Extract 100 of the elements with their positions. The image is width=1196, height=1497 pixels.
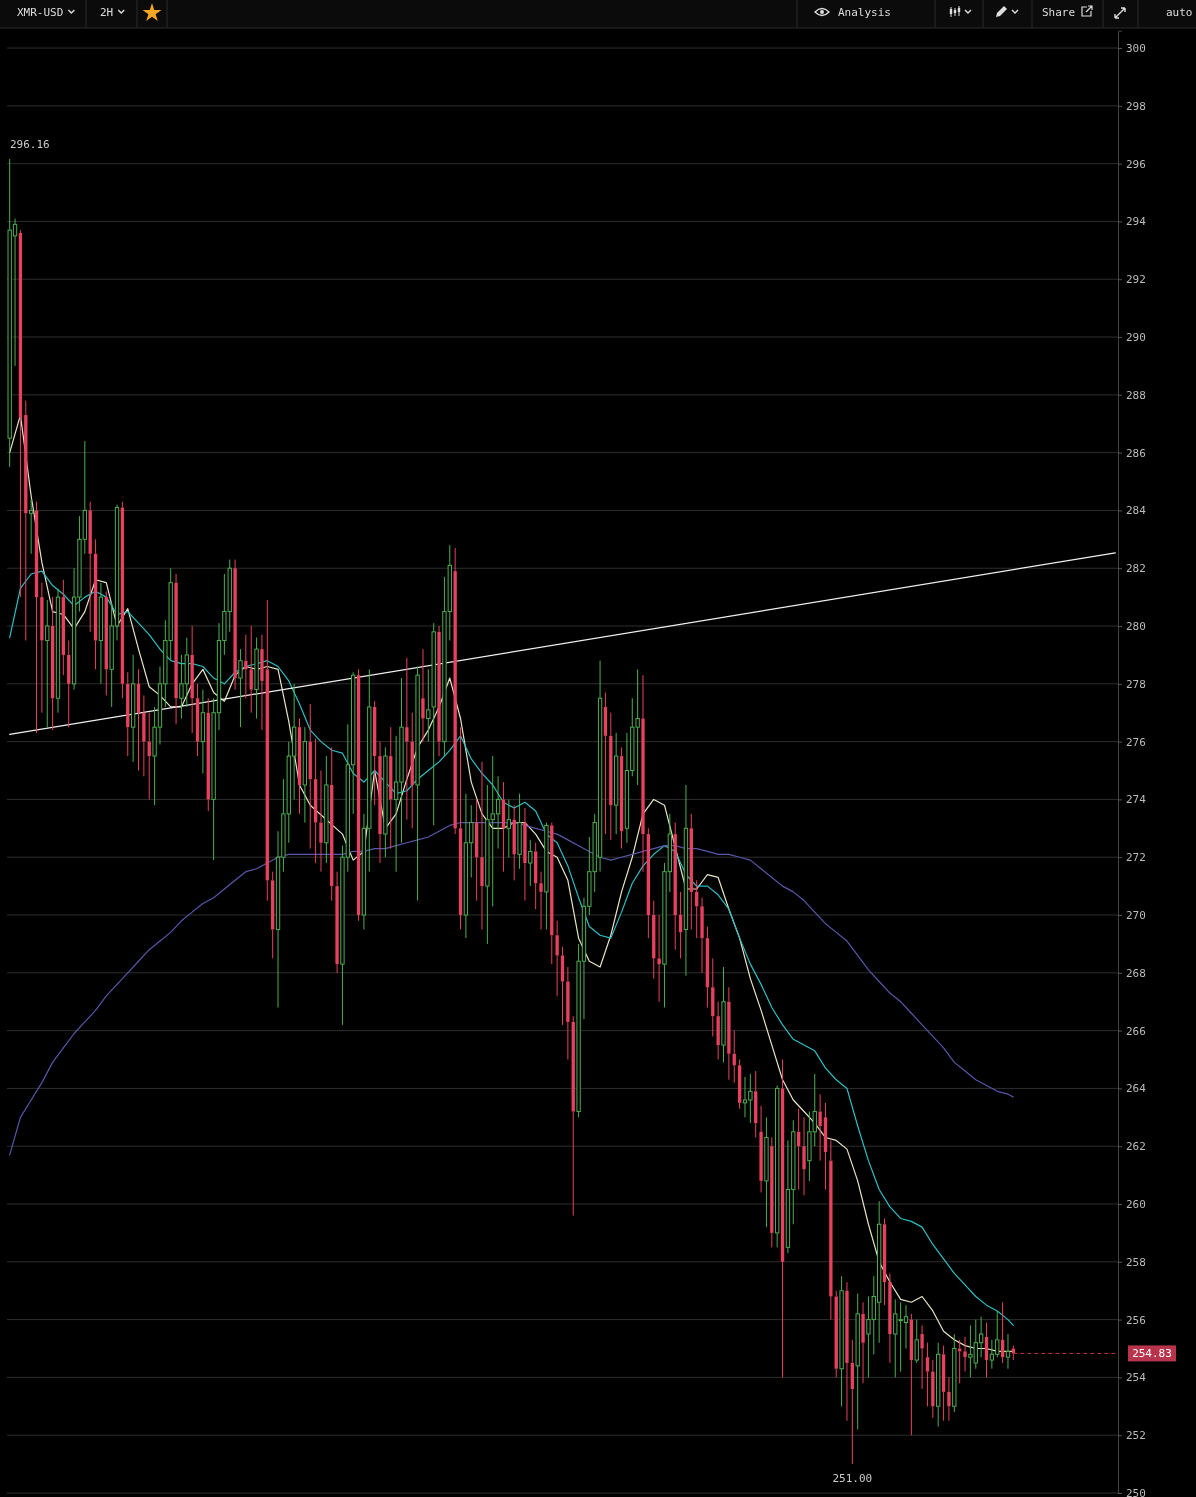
candlestick: [780, 1059, 785, 1378]
text: Analysis: [838, 6, 891, 19]
candlestick: [324, 755, 329, 864]
candlestick: [104, 590, 108, 696]
candlestick: [963, 1336, 967, 1373]
y-tick-label: 268: [1126, 966, 1146, 980]
y-tick-label: 254: [1126, 1371, 1147, 1385]
y-tick-label: 250: [1126, 1487, 1146, 1497]
y-tick-label: 286: [1126, 446, 1146, 460]
candlestick: [136, 668, 141, 772]
candlestick: [174, 573, 178, 725]
y-tick-label: 260: [1126, 1198, 1146, 1212]
candlestick: [839, 1275, 844, 1407]
candlestick: [754, 1070, 758, 1139]
candlestick: [641, 674, 645, 873]
line-series: [9, 570, 1014, 1326]
candlestick: [683, 784, 689, 977]
y-tick-label: 262: [1126, 1140, 1146, 1154]
candlestick: [40, 582, 44, 714]
text: Share: [1042, 6, 1076, 19]
candlestick: [389, 726, 393, 850]
candlestick: [716, 1001, 720, 1061]
candlestick: [555, 920, 559, 997]
candlestick: [437, 625, 441, 757]
candlestick: [421, 648, 425, 743]
candlestick: [823, 1102, 828, 1191]
y-tick-label: 258: [1126, 1255, 1146, 1269]
text: 2H: [100, 6, 114, 19]
candlestick: [539, 871, 543, 930]
candlestick: [721, 966, 726, 1063]
candlestick: [829, 1139, 833, 1321]
candlestick: [523, 807, 527, 902]
y-tick-label: 288: [1126, 388, 1146, 402]
candlestick: [802, 1116, 806, 1196]
y-tick-label: 264: [1126, 1082, 1147, 1096]
y-tick-label: 300: [1126, 42, 1146, 56]
candlestick: [238, 648, 243, 728]
candlestick: [200, 689, 206, 774]
candlestick: [45, 599, 50, 728]
candlestick: [501, 781, 506, 873]
candlestick: [657, 914, 661, 1003]
candlestick: [55, 587, 61, 714]
candlestick: [244, 634, 248, 699]
candlestick: [888, 1272, 892, 1364]
candlestick: [925, 1342, 930, 1407]
candlestick: [426, 668, 431, 743]
candlestick: [1005, 1333, 1011, 1370]
y-tick-label: 278: [1126, 677, 1146, 691]
candlestick: [947, 1376, 951, 1422]
candlestick: [195, 683, 200, 757]
candlestick: [335, 871, 339, 974]
candlestick: [609, 712, 613, 841]
candlestick: [372, 700, 377, 806]
y-tick-label: 252: [1126, 1429, 1146, 1443]
candlestick: [882, 1217, 887, 1306]
candlestick: [517, 793, 522, 870]
y-tick-label: 282: [1126, 562, 1146, 576]
candlestick: [528, 839, 533, 887]
candlestick: [759, 1105, 763, 1193]
candlestick: [453, 547, 457, 835]
annotation: 251.00: [832, 1472, 873, 1486]
candlestick: [120, 501, 125, 699]
text: auto: [1166, 6, 1193, 19]
annotation: 296.16: [10, 138, 50, 152]
candlestick: [689, 813, 693, 930]
candlestick: [506, 798, 511, 858]
candlestick: [566, 966, 570, 1061]
y-tick-label: 296: [1126, 157, 1146, 171]
candlestick: [126, 671, 130, 757]
candlestick: [249, 625, 253, 714]
y-tick-label: 280: [1126, 620, 1146, 634]
candlestick: [984, 1321, 989, 1378]
candlestick: [619, 746, 624, 850]
candlestick: [330, 746, 334, 902]
candlestick: [727, 986, 731, 1081]
candlestick: [850, 1339, 854, 1465]
candlestick: [50, 596, 55, 731]
candlestick: [764, 1116, 769, 1228]
candlestick: [265, 599, 269, 902]
candlestick: [818, 1093, 822, 1162]
candlestick: [845, 1281, 849, 1422]
candlestick: [480, 761, 484, 930]
candlestick: [190, 625, 194, 734]
ref-line-label: 254.83: [1132, 1347, 1172, 1361]
candlestick: [61, 579, 66, 676]
y-tick-label: 298: [1126, 99, 1146, 113]
candlestick: [233, 559, 237, 691]
candlestick: [673, 822, 677, 951]
y-tick-label: 290: [1126, 331, 1146, 345]
text: XMR-USD: [17, 6, 64, 19]
y-tick-label: 292: [1126, 273, 1146, 287]
candlestick: [700, 897, 704, 974]
candlestick: [28, 498, 34, 555]
candlestick: [378, 741, 382, 864]
candlestick: [920, 1324, 924, 1390]
candlestick: [319, 770, 323, 873]
candlestick: [855, 1293, 860, 1430]
candlestick: [93, 538, 98, 670]
candlestick: [302, 726, 308, 824]
y-tick-label: 294: [1126, 215, 1147, 229]
